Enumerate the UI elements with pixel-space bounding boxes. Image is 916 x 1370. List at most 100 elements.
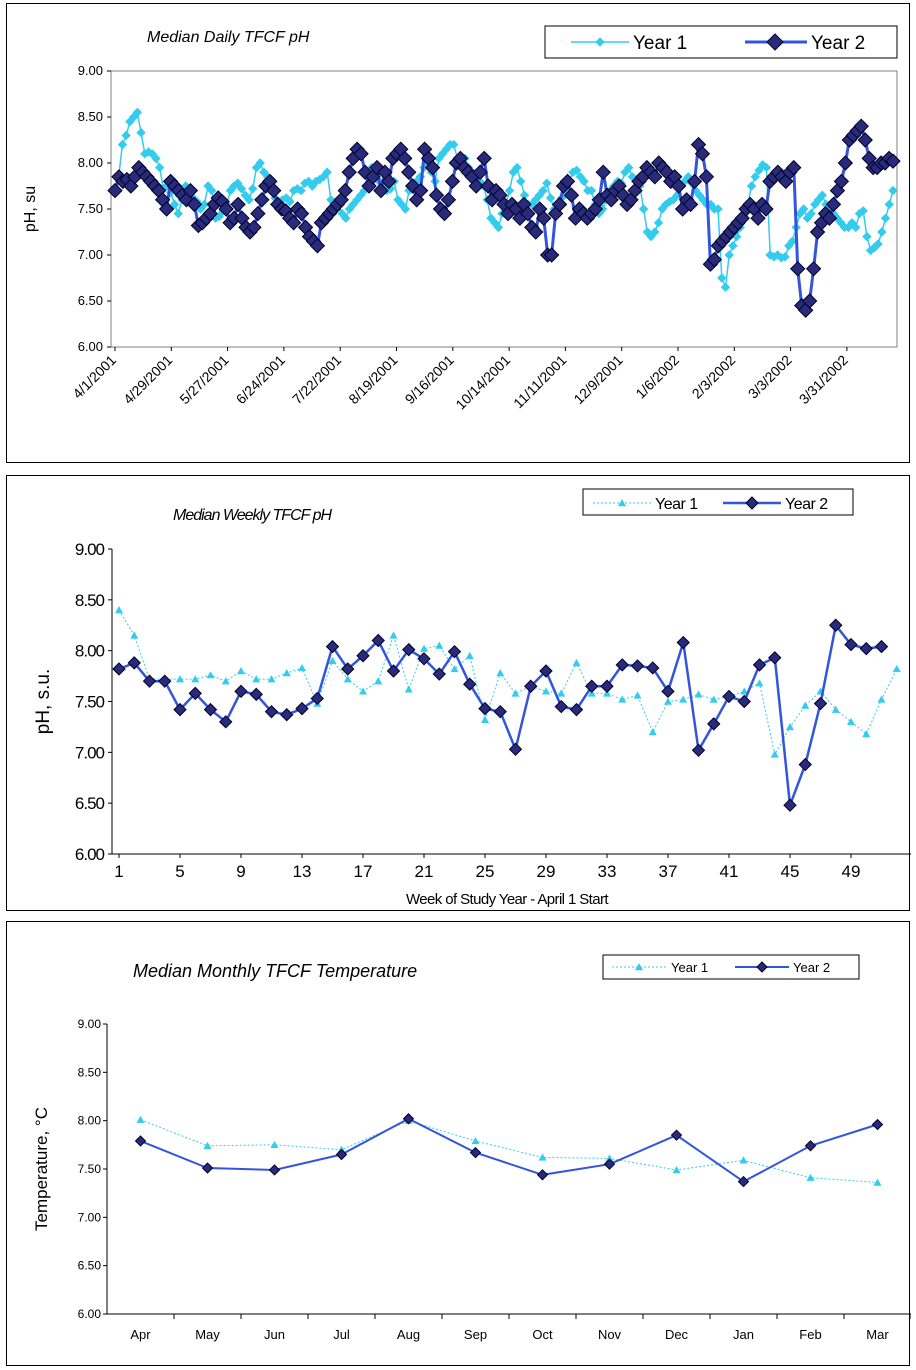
x-tick-label: Sep xyxy=(464,1327,487,1342)
data-point-year-1 xyxy=(136,1115,145,1123)
x-tick-label: 17 xyxy=(354,862,373,881)
data-point-year-2 xyxy=(381,173,397,190)
data-point-year-2 xyxy=(203,702,218,717)
data-point-year-2 xyxy=(844,637,858,652)
data-point-year-1 xyxy=(282,669,291,677)
y-tick-label: 9.00 xyxy=(75,540,105,559)
y-tick-label: 7.00 xyxy=(75,743,105,762)
y-tick-label: 8.00 xyxy=(78,155,103,170)
legend-label-year-1: Year 1 xyxy=(655,496,698,513)
data-point-year-2 xyxy=(493,704,507,719)
data-point-year-2 xyxy=(691,743,706,758)
data-point-year-1 xyxy=(739,1156,748,1164)
data-point-year-2 xyxy=(268,1164,281,1176)
data-point-year-1 xyxy=(728,241,738,251)
data-point-year-1 xyxy=(873,239,883,249)
data-point-year-2 xyxy=(201,1162,214,1174)
x-tick-label: 1 xyxy=(114,862,123,881)
data-point-year-1 xyxy=(203,1141,212,1149)
data-point-year-2 xyxy=(694,146,711,162)
data-point-year-1 xyxy=(151,153,161,164)
data-point-year-2 xyxy=(250,205,266,222)
data-point-year-2 xyxy=(563,187,580,203)
legend-marker-year-2 xyxy=(745,496,759,510)
data-point-year-1 xyxy=(888,185,898,196)
data-point-year-2 xyxy=(127,656,141,670)
data-point-year-2 xyxy=(246,219,262,236)
data-point-year-1 xyxy=(322,167,332,177)
data-point-year-1 xyxy=(136,127,146,138)
data-point-year-2 xyxy=(428,187,445,203)
legend-marker-year-2 xyxy=(766,33,784,51)
data-point-year-2 xyxy=(783,798,797,812)
data-point-year-1 xyxy=(880,213,891,223)
data-point-year-1 xyxy=(851,222,861,233)
x-tick-label: 3/3/2002 xyxy=(745,352,795,402)
y-axis-label: pH, su xyxy=(22,186,39,232)
data-point-year-2 xyxy=(551,196,568,213)
data-point-year-2 xyxy=(424,159,441,176)
data-point-year-2 xyxy=(386,664,401,678)
x-tick-label: 49 xyxy=(842,862,861,881)
data-point-year-2 xyxy=(158,201,175,217)
data-point-year-1 xyxy=(121,130,131,141)
data-point-year-2 xyxy=(508,742,523,756)
data-point-year-2 xyxy=(401,164,417,180)
x-tick-label: Jun xyxy=(264,1327,285,1342)
data-point-year-1 xyxy=(270,1140,279,1149)
x-tick-label: Feb xyxy=(799,1327,821,1342)
x-tick-label: Apr xyxy=(130,1327,151,1342)
legend-label-year-2: Year 2 xyxy=(811,33,865,54)
data-point-year-1 xyxy=(400,204,411,214)
data-point-year-1 xyxy=(538,185,548,196)
data-point-year-1 xyxy=(244,195,254,205)
y-tick-label: 7.50 xyxy=(78,201,103,216)
data-point-year-1 xyxy=(471,1136,480,1145)
data-point-year-1 xyxy=(653,218,664,228)
x-tick-label: 6/24/2001 xyxy=(233,352,289,408)
x-tick-label: 10/14/2001 xyxy=(452,352,513,413)
data-point-year-1 xyxy=(169,199,180,210)
data-point-year-2 xyxy=(142,674,157,688)
data-point-year-2 xyxy=(341,164,357,180)
x-tick-label: 25 xyxy=(476,862,495,881)
data-point-year-2 xyxy=(285,215,302,231)
x-tick-label: 9 xyxy=(236,862,245,881)
data-point-year-1 xyxy=(717,273,727,283)
data-point-year-1 xyxy=(817,190,827,200)
y-tick-label: 7.50 xyxy=(78,1162,102,1176)
data-point-year-1 xyxy=(586,185,597,196)
y-tick-label: 6.50 xyxy=(75,794,105,813)
data-point-year-2 xyxy=(280,708,294,722)
data-point-year-1 xyxy=(542,687,550,695)
data-point-year-1 xyxy=(709,695,718,703)
y-tick-label: 8.00 xyxy=(75,642,105,661)
y-tick-label: 7.00 xyxy=(78,247,103,262)
data-point-year-2 xyxy=(295,701,309,716)
data-point-year-2 xyxy=(707,717,721,731)
y-tick-label: 6.50 xyxy=(78,293,103,308)
data-point-year-2 xyxy=(859,641,873,656)
data-point-year-1 xyxy=(173,208,183,219)
x-tick-label: Mar xyxy=(866,1327,889,1342)
data-point-year-1 xyxy=(255,158,265,168)
data-point-year-2 xyxy=(821,210,838,226)
daily-ph-chart: 6.00 6.50 7.00 7.50 8.00 8.50 9.00 4/1/2001 4/29… xyxy=(22,25,901,413)
data-point-year-2 xyxy=(750,210,766,226)
x-tick-label: 5 xyxy=(175,862,184,881)
data-point-year-1 xyxy=(761,162,772,173)
data-point-year-1 xyxy=(248,184,258,194)
data-point-year-1 xyxy=(806,1173,815,1181)
data-point-year-1 xyxy=(579,176,589,187)
y-tick-label: 9.00 xyxy=(78,63,103,78)
y-tick-label: 6.50 xyxy=(78,1259,102,1273)
x-tick-label: 5/27/2001 xyxy=(176,352,232,408)
data-point-year-1 xyxy=(572,658,581,667)
data-point-year-1 xyxy=(328,656,337,665)
data-point-year-2 xyxy=(874,639,889,654)
data-point-year-2 xyxy=(758,201,774,217)
data-point-year-2 xyxy=(853,118,869,134)
data-point-year-2 xyxy=(417,652,431,666)
data-point-year-1 xyxy=(786,722,794,731)
data-point-year-1 xyxy=(780,252,790,262)
